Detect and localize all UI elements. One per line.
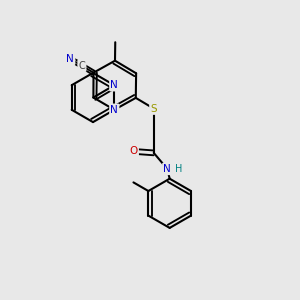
Text: O: O — [129, 146, 138, 156]
Text: S: S — [150, 103, 157, 114]
Text: N: N — [66, 54, 74, 64]
Text: C: C — [79, 61, 85, 71]
Text: N: N — [110, 80, 118, 90]
Text: N: N — [164, 164, 171, 174]
Text: N: N — [110, 105, 118, 115]
Text: H: H — [175, 164, 182, 174]
